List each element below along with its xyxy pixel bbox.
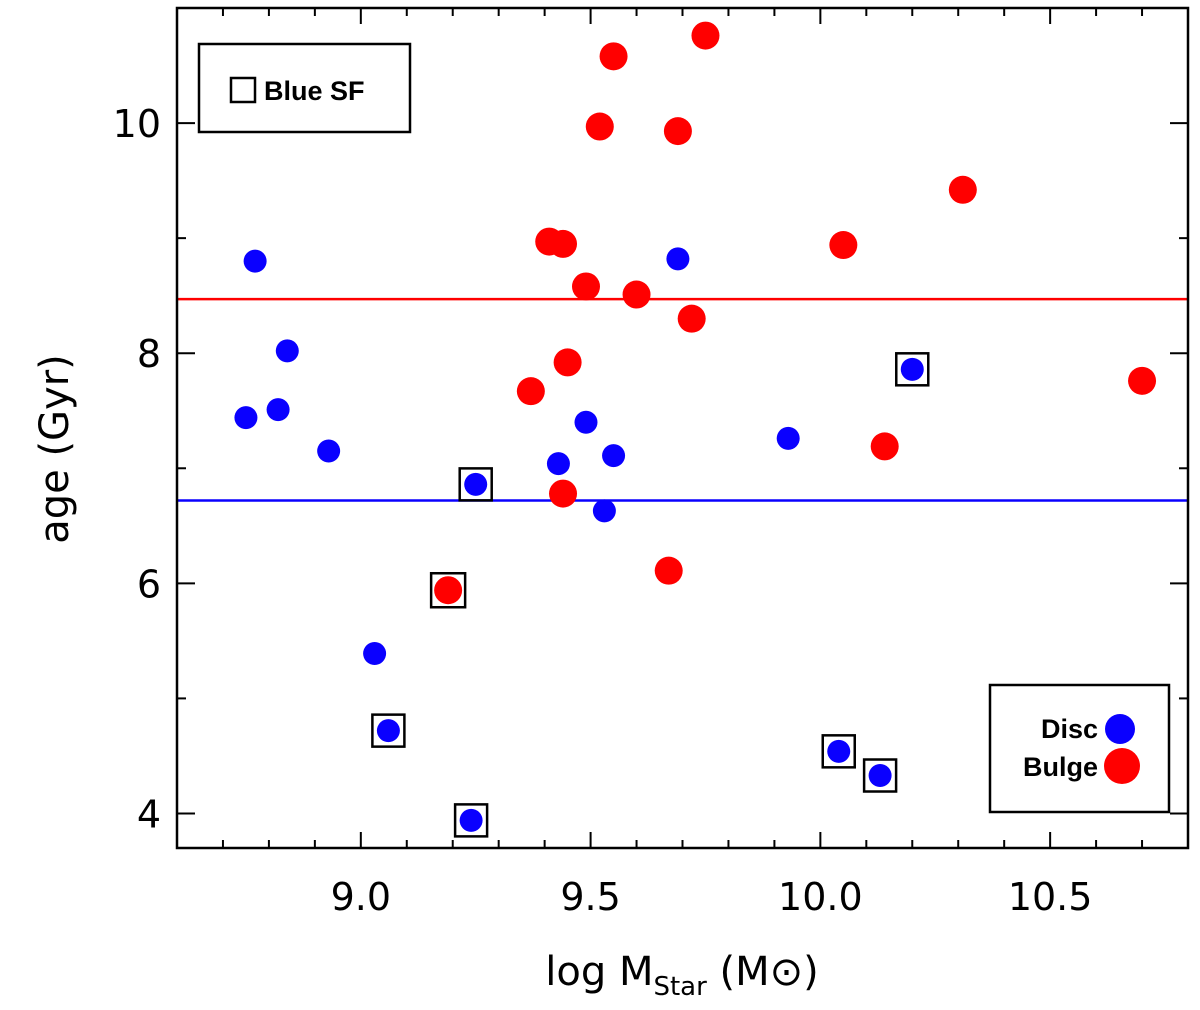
bulge-point	[585, 112, 614, 141]
disc-point	[868, 764, 892, 788]
reference-lines	[177, 297, 1188, 502]
disc-point	[234, 406, 258, 430]
blue-sf-marker	[458, 467, 493, 502]
disc-point	[266, 398, 290, 422]
x-tick-label: 10.5	[1008, 875, 1093, 919]
bulge-point	[870, 432, 899, 461]
disc-point	[243, 249, 267, 273]
y-tick-label: 8	[137, 332, 161, 376]
bulge-point	[622, 280, 651, 309]
x-axis-label-suffix-close: )	[803, 949, 819, 995]
marker-legend-box	[197, 42, 412, 134]
series-legend-box	[988, 683, 1171, 814]
blue-sf-marker	[821, 734, 856, 769]
tick-marks	[177, 8, 1188, 848]
series-legend: Disc Bulge	[988, 683, 1171, 814]
disc-point	[376, 719, 400, 743]
marker-legend-label: Blue SF	[264, 76, 365, 106]
series-legend-disc-label: Disc	[1041, 714, 1098, 744]
disc-point	[275, 339, 299, 363]
bulge-point	[691, 21, 720, 50]
data-points	[234, 21, 1157, 838]
disc-point	[592, 499, 616, 523]
x-tick-label: 10.0	[778, 875, 863, 919]
bulge-point	[677, 304, 706, 333]
x-axis-label-sun-symbol: ⊙	[770, 949, 804, 995]
marker-legend: Blue SF	[197, 42, 412, 134]
disc-point	[574, 410, 598, 434]
tick-labels: 9.0 9.5 10.0 10.5 4 6 8 10	[113, 102, 1093, 919]
disc-point	[317, 439, 341, 463]
disc-point	[900, 357, 924, 381]
blue-sf-marker	[429, 571, 467, 609]
disc-point	[546, 452, 570, 476]
bulge-point	[654, 556, 683, 585]
disc-point	[602, 444, 626, 468]
x-axis-label: log MStar (M⊙)	[545, 949, 819, 1002]
bulge-point	[553, 348, 582, 377]
x-tick-label: 9.0	[331, 875, 391, 919]
x-axis-label-prefix: log M	[545, 949, 653, 995]
marker-legend-square-icon	[229, 76, 257, 104]
y-tick-label: 10	[113, 102, 161, 146]
y-tick-label: 6	[137, 562, 161, 606]
blue-sf-marker	[453, 803, 489, 838]
x-axis-label-suffix: (M	[707, 949, 770, 995]
disc-point	[363, 642, 387, 666]
x-axis-label-subscript: Star	[653, 972, 707, 1002]
disc-point	[827, 739, 851, 763]
blue-sf-marker	[895, 352, 930, 387]
blue-sf-marker	[371, 713, 406, 748]
series-legend-bulge-label: Bulge	[1023, 752, 1098, 782]
bulge-point	[549, 479, 578, 508]
series-legend-bulge-marker	[1104, 748, 1140, 784]
disc-point	[464, 472, 488, 496]
bulge-point	[516, 377, 545, 406]
bulge-point	[829, 231, 858, 260]
y-axis-label: age (Gyr)	[32, 354, 78, 544]
bulge-point	[1128, 366, 1157, 395]
bulge-point	[434, 576, 463, 605]
y-tick-label: 4	[137, 792, 161, 836]
x-tick-label: 9.5	[560, 875, 620, 919]
blue-sf-marker	[862, 758, 898, 793]
series-legend-disc-marker	[1105, 714, 1135, 744]
plot-frame	[175, 6, 1190, 850]
bulge-point	[571, 272, 600, 301]
bulge-point	[599, 42, 628, 71]
bulge-point	[549, 229, 578, 258]
bulge-point	[948, 175, 977, 204]
bulge-point	[663, 117, 692, 146]
disc-point	[666, 247, 690, 271]
disc-point	[459, 808, 483, 832]
disc-point	[776, 426, 800, 450]
